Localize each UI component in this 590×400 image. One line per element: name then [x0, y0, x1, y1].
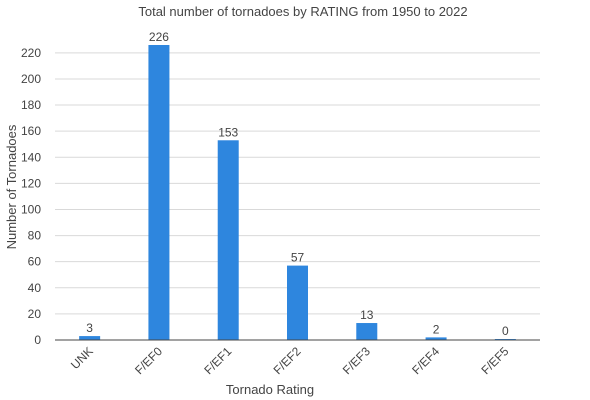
value-label: 57 [291, 251, 305, 265]
x-axis-ticks: UNK F/EF0 F/EF1 F/EF2 F/EF3 F/EF4 F/EF5 [68, 344, 512, 377]
bar-f-ef2 [287, 265, 308, 340]
y-tick-label: 180 [21, 98, 41, 112]
y-tick-label: 120 [21, 176, 41, 190]
y-tick-label: 80 [28, 229, 42, 243]
x-tick-label: UNK [68, 344, 96, 372]
y-tick-label: 100 [21, 202, 41, 216]
gridlines [55, 52, 540, 315]
x-tick-label: F/EF2 [271, 344, 304, 377]
bar-f-ef1 [217, 140, 239, 340]
bar-f-ef0 [148, 45, 170, 340]
y-tick-label: 0 [34, 333, 41, 347]
y-tick-label: 20 [28, 307, 42, 321]
x-tick-label: F/EF4 [409, 344, 442, 377]
y-tick-label: 200 [21, 72, 41, 86]
value-label: 153 [218, 125, 238, 139]
y-tick-label: 40 [28, 281, 42, 295]
chart-title: Total number of tornadoes by RATING from… [138, 4, 467, 19]
x-tick-label: F/EF0 [132, 344, 165, 377]
x-tick-label: F/EF5 [478, 344, 511, 377]
y-axis-ticks: 0 20 40 60 80 100 120 140 160 180 200 220 [21, 46, 41, 347]
value-labels: 3 226 153 57 13 2 0 [86, 30, 509, 338]
y-tick-label: 60 [28, 255, 42, 269]
y-axis-title: Number of Tornadoes [4, 124, 19, 249]
value-label: 0 [502, 324, 509, 338]
bars [79, 45, 516, 340]
y-tick-label: 220 [21, 46, 41, 60]
value-label: 13 [360, 308, 374, 322]
x-tick-label: F/EF1 [201, 344, 234, 377]
value-label: 3 [86, 321, 93, 335]
y-tick-label: 140 [21, 150, 41, 164]
bar-f-ef4 [425, 337, 447, 340]
x-tick-label: F/EF3 [340, 344, 373, 377]
bar-unk [79, 336, 101, 340]
bar-f-ef3 [356, 323, 378, 340]
value-label: 2 [433, 322, 440, 336]
x-axis-title: Tornado Rating [226, 382, 314, 397]
value-label: 226 [149, 30, 169, 44]
y-tick-label: 160 [21, 124, 41, 138]
